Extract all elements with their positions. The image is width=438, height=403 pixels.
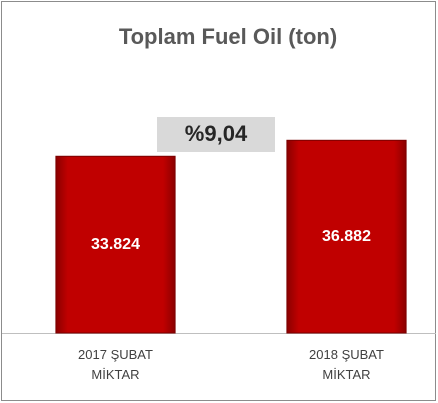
annotation: %9,04 xyxy=(185,121,248,146)
data-label: 33.824 xyxy=(91,236,140,253)
x-tick-label: 2018 ŞUBAT MİKTAR xyxy=(309,347,384,382)
data-label: 36.882 xyxy=(322,228,371,245)
chart-title: Toplam Fuel Oil (ton) xyxy=(119,24,337,49)
bar xyxy=(55,155,176,334)
x-tick-label: 2017 ŞUBAT MİKTAR xyxy=(78,347,153,382)
bar xyxy=(286,139,407,334)
annotation-box xyxy=(157,117,275,152)
